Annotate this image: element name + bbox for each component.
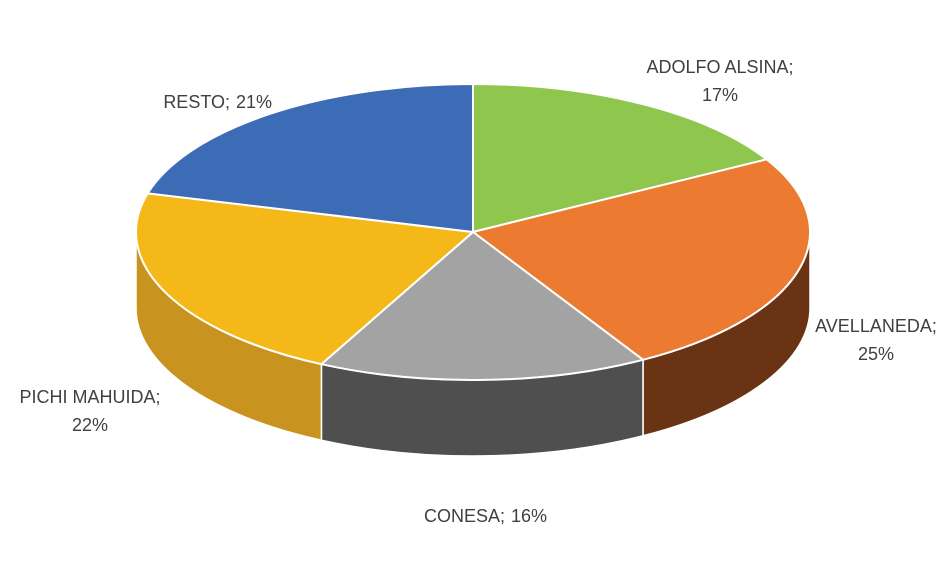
pie-slice [146,82,474,234]
data-label-name: CONESA; [424,506,505,526]
data-label-name: AVELLANEDA; [815,316,937,336]
pie-slice [319,230,646,381]
pie-slice [472,82,769,234]
data-label-value: 16% [511,506,547,526]
pie-slice [135,192,476,366]
data-label-name: PICHI MAHUIDA; [19,387,160,407]
data-label-value: 21% [236,92,272,112]
data-label-name: RESTO; [163,92,230,112]
data-label-value: 25% [858,344,894,364]
data-label-value: 22% [72,415,108,435]
data-label-name: ADOLFO ALSINA; [646,57,793,77]
pie-slice [470,158,811,361]
data-label-value: 17% [702,85,738,105]
